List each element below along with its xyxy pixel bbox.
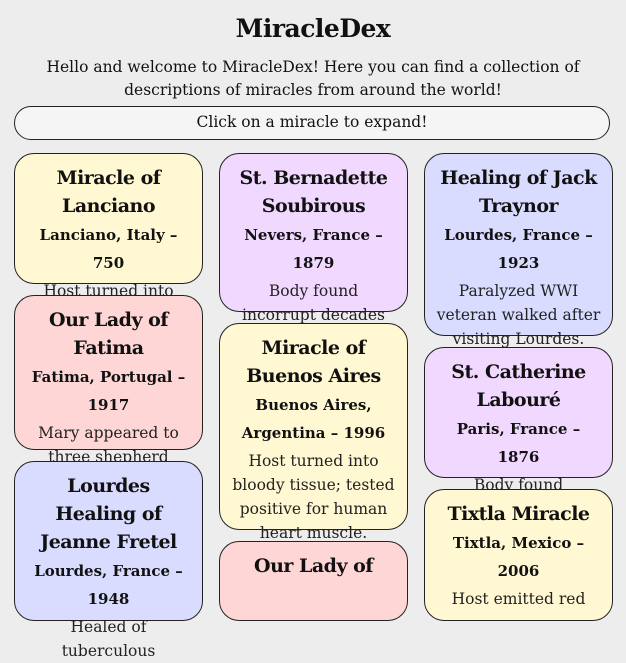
miracle-title: Our Lady of Fatima <box>49 309 168 359</box>
miracle-card[interactable]: St. Catherine Labouré Paris, France – 18… <box>424 347 613 542</box>
miracle-location: Lourdes, France – 1948 <box>34 562 183 608</box>
miracle-card[interactable]: Miracle of Buenos Aires Buenos Aires, Ar… <box>219 323 408 542</box>
miracle-card[interactable]: St. Bernadette Soubirous Nevers, France … <box>219 153 408 348</box>
miracle-title: Miracle of Lanciano <box>56 167 161 217</box>
miracle-location: Paris, France – 1876 <box>456 420 581 466</box>
miracle-location: Fatima, Portugal – 1917 <box>31 368 186 414</box>
miracle-location: Lanciano, Italy – 750 <box>39 226 178 272</box>
miracle-card[interactable]: Lourdes Healing of Jeanne Fretel Lourdes… <box>14 461 203 660</box>
miracle-title: Miracle of Buenos Aires <box>246 337 381 387</box>
miracle-title: Healing of Jack Traynor <box>440 167 597 217</box>
miracle-location: Lourdes, France – 1923 <box>444 226 593 272</box>
intro-text: Hello and welcome to MiracleDex! Here yo… <box>46 58 580 99</box>
miracle-card[interactable]: Miracle of Lanciano Lanciano, Italy – 75… <box>14 153 203 348</box>
miracle-location: Buenos Aires, Argentina – 1996 <box>241 396 386 442</box>
miracle-card[interactable]: Our Lady of <box>219 541 408 621</box>
expand-hint-bar: Click on a miracle to expand! <box>14 106 610 140</box>
miracle-card[interactable]: Tixtla Miracle Tixtla, Mexico – 2006 Hos… <box>424 489 613 621</box>
miracle-description: Healed of tuberculous <box>61 618 156 660</box>
miracle-description: Host emitted red <box>451 590 586 608</box>
miracle-card[interactable]: Our Lady of Fatima Fatima, Portugal – 19… <box>14 295 203 538</box>
miracledex-page: MiracleDex Hello and welcome to MiracleD… <box>14 14 613 660</box>
page-title: MiracleDex <box>235 14 391 43</box>
miracle-title: Our Lady of <box>254 555 373 577</box>
miracle-title: St. Catherine Labouré <box>451 361 586 411</box>
miracle-location: Tixtla, Mexico – 2006 <box>452 534 585 580</box>
miracle-title: Tixtla Miracle <box>447 503 590 525</box>
miracle-title: Lourdes Healing of Jeanne Fretel <box>40 475 177 553</box>
miracle-card[interactable]: Healing of Jack Traynor Lourdes, France … <box>424 153 613 348</box>
miracle-description: Paralyzed WWI veteran walked after visit… <box>436 282 601 348</box>
miracle-description: Host turned into bloody tissue; tested p… <box>232 452 395 542</box>
miracle-title: St. Bernadette Soubirous <box>239 167 388 217</box>
miracle-location: Nevers, France – 1879 <box>244 226 383 272</box>
